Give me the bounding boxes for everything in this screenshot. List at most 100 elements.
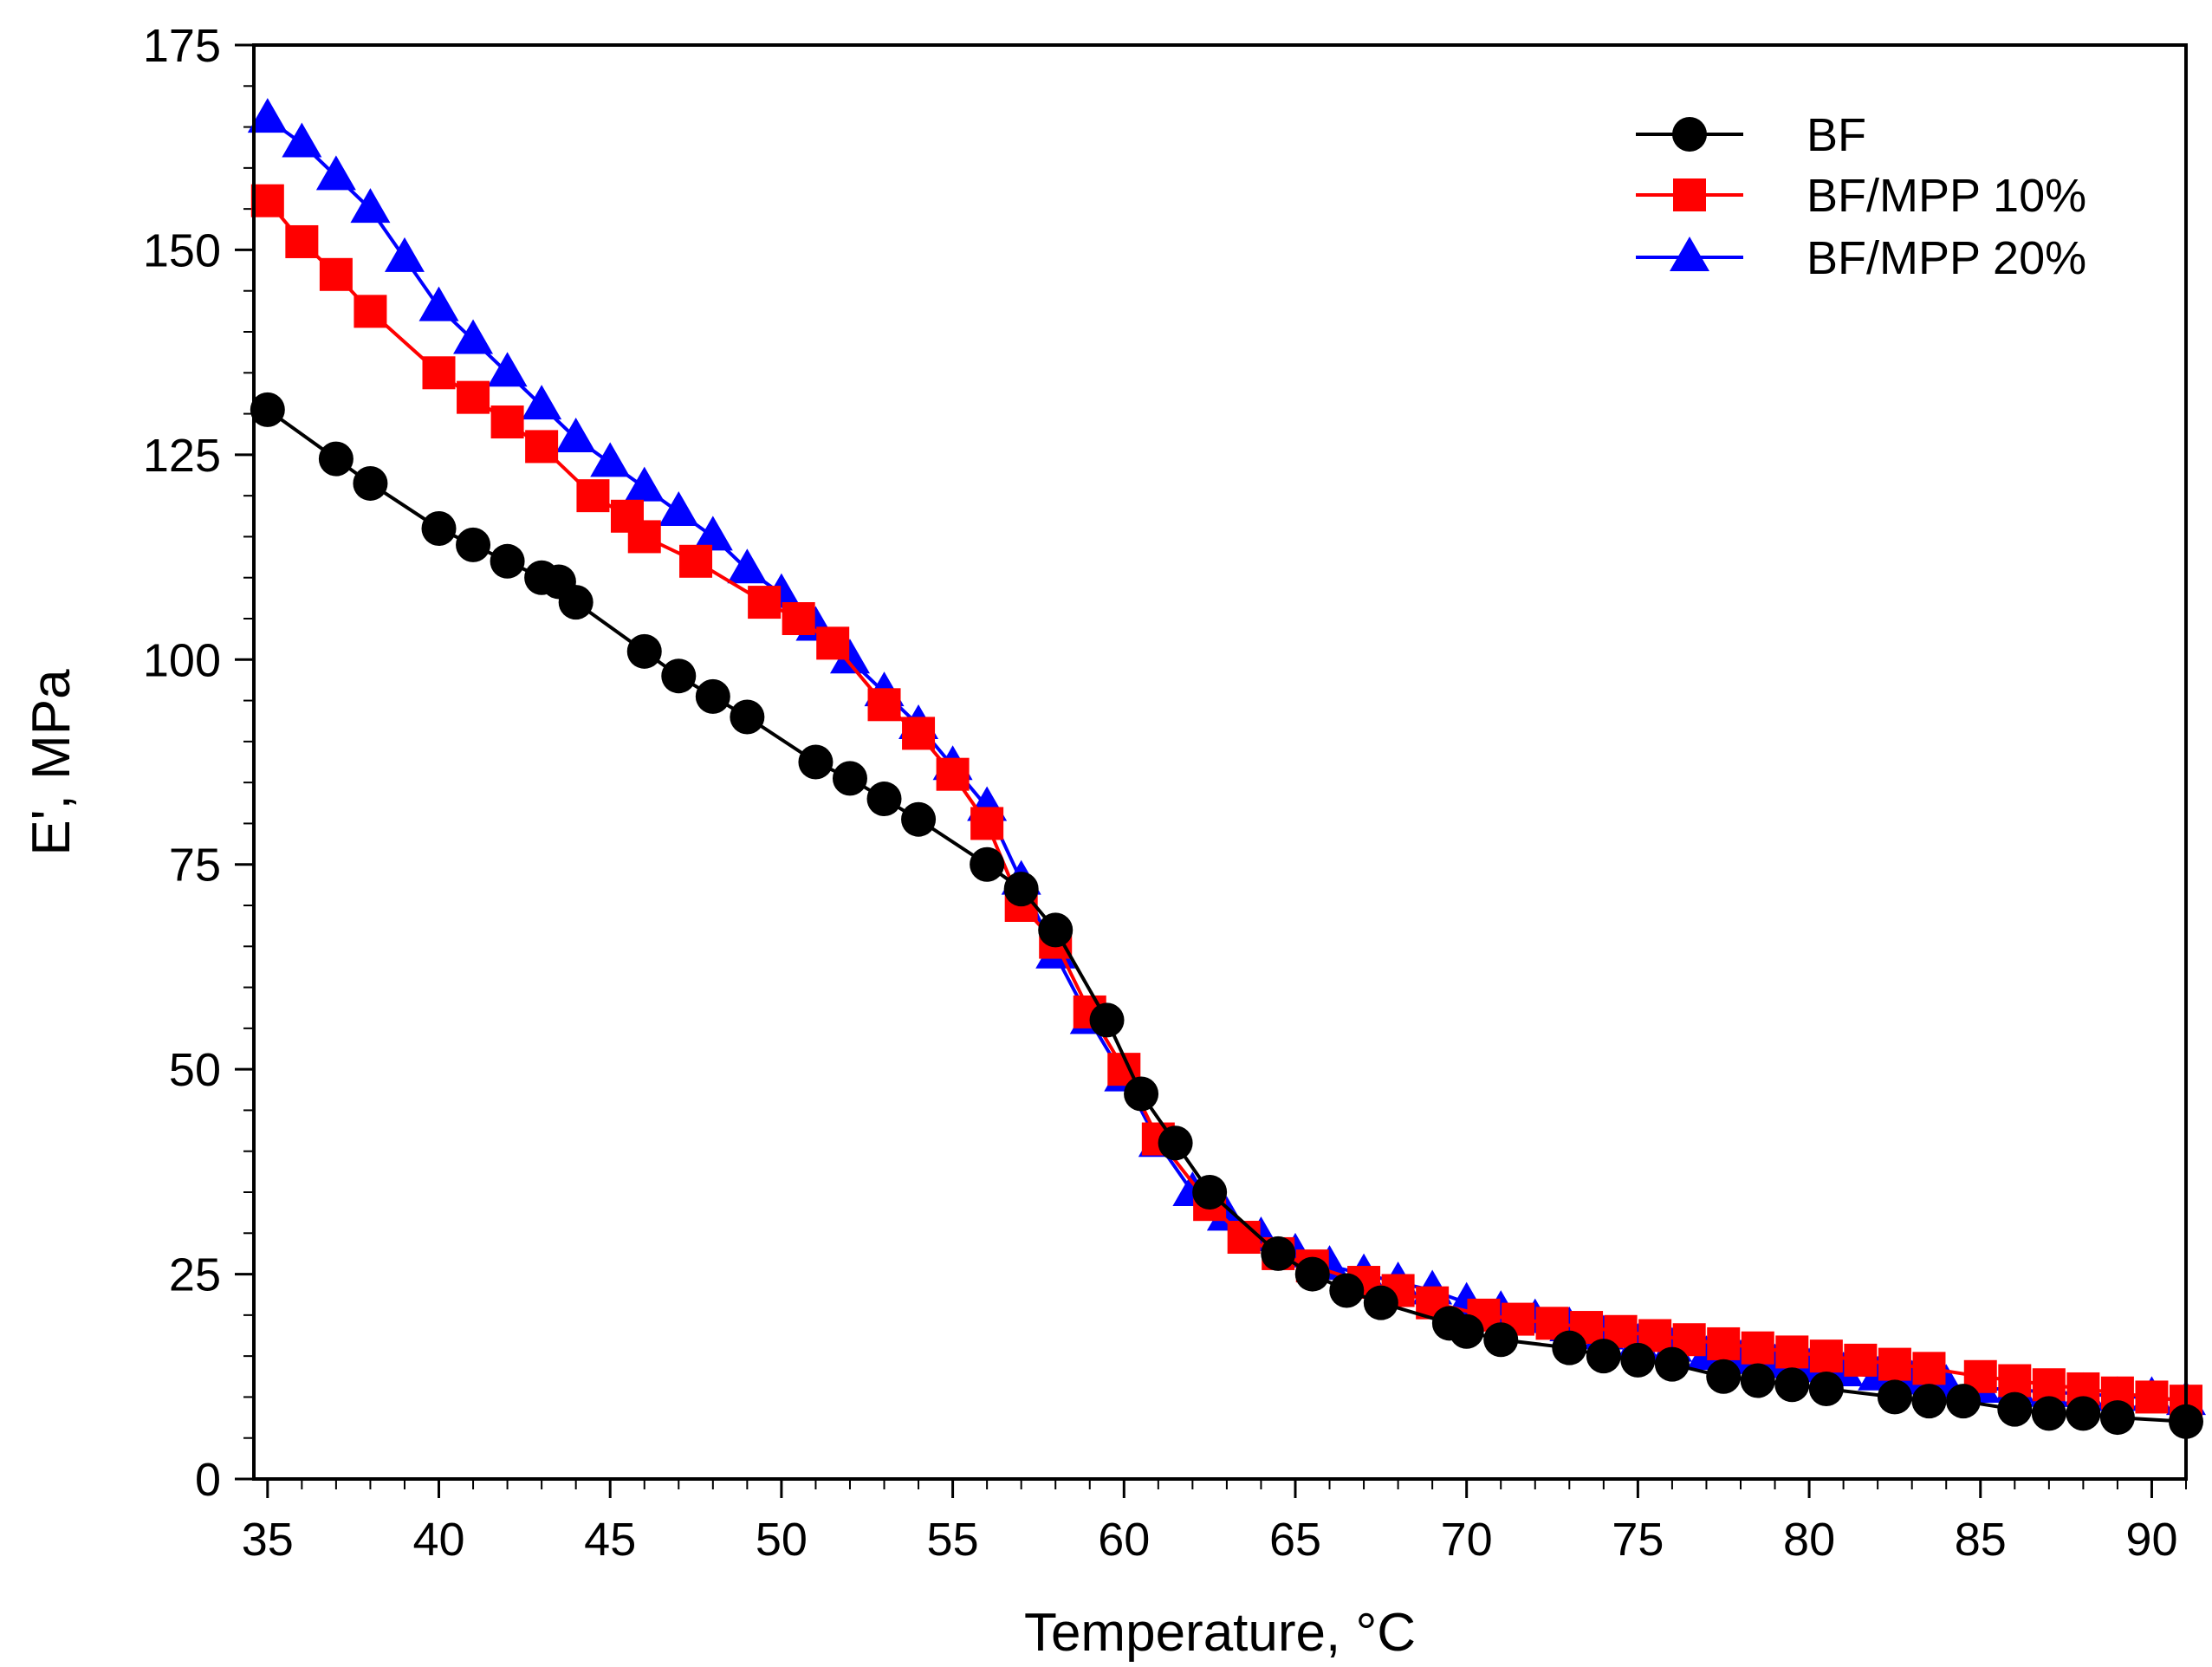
data-point-bf-mpp-10: [285, 224, 319, 258]
data-point-bf-mpp-10: [748, 586, 782, 619]
data-point-bf-mpp-10: [679, 544, 713, 578]
x-tick-labels: 35 40 45 50 55 60 65 70 75 80 85 90: [242, 1514, 2178, 1566]
x-tick-label: 75: [1612, 1514, 1664, 1566]
data-point-bf: [318, 441, 354, 477]
legend-label: BF/MPP 10%: [1807, 170, 2086, 222]
data-point-bf: [1552, 1330, 1587, 1365]
data-point-bf-mpp-10: [970, 807, 1004, 840]
x-tick-label: 65: [1269, 1514, 1321, 1566]
x-tick-label: 70: [1441, 1514, 1493, 1566]
data-point-bf: [1192, 1175, 1228, 1210]
data-point-bf-mpp-20: [555, 417, 596, 452]
plot-frame: [252, 43, 2188, 1481]
data-point-bf-mpp-10: [250, 184, 284, 217]
data-point-bf-mpp-10: [2032, 1368, 2066, 1402]
data-point-bf: [558, 585, 594, 620]
legend-label: BF/MPP 20%: [1807, 232, 2086, 284]
y-tick-label: 0: [195, 1454, 221, 1506]
data-point-bf: [2099, 1400, 2135, 1436]
legend-marker: [1670, 237, 1709, 271]
data-point-bf-mpp-20: [727, 548, 768, 584]
data-point-bf-mpp-10: [902, 717, 936, 750]
series-line-bf-mpp-10: [266, 199, 2187, 1404]
data-point-bf-mpp-10: [1775, 1335, 1809, 1369]
data-point-bf-mpp-20: [315, 155, 356, 191]
data-point-bf: [1808, 1371, 1844, 1406]
x-tick-label: 45: [584, 1514, 636, 1566]
data-point-bf-mpp-10: [1912, 1352, 1946, 1385]
data-point-bf-mpp-10: [867, 688, 901, 722]
data-point-bf: [866, 782, 902, 817]
data-point-bf: [1586, 1339, 1621, 1374]
data-point-bf-mpp-10: [1844, 1343, 1878, 1377]
data-point-bf: [626, 633, 662, 669]
y-tick-label: 25: [169, 1249, 221, 1301]
data-point-bf-mpp-10: [525, 430, 559, 464]
data-point-bf-mpp-20: [487, 352, 528, 387]
data-point-bf-mpp-20: [590, 442, 631, 477]
data-point-bf: [421, 510, 457, 546]
data-point-bf-mpp-20: [692, 516, 733, 551]
y-tick-label: 150: [143, 224, 221, 276]
data-point-bf: [1124, 1076, 1159, 1112]
data-point-bf-mpp-10: [576, 479, 610, 513]
data-point-bf-mpp-10: [1809, 1339, 1843, 1373]
x-tick-label: 55: [927, 1514, 979, 1566]
y-tick-label: 175: [143, 20, 221, 72]
legend: BF BF/MPP 10% BF/MPP 20%: [1636, 109, 2086, 284]
data-point-bf: [1089, 1002, 1125, 1038]
data-point-bf: [1158, 1125, 1193, 1161]
data-point-bf: [1654, 1346, 1690, 1382]
data-point-bf: [1706, 1359, 1742, 1394]
data-point-bf-mpp-10: [354, 295, 387, 328]
x-tick-label: 35: [242, 1514, 294, 1566]
x-tick-label: 80: [1783, 1514, 1835, 1566]
data-point-bf: [1483, 1322, 1519, 1358]
y-tick-label: 100: [143, 634, 221, 686]
data-point-bf-mpp-10: [1998, 1364, 2032, 1398]
axis-ticks: [235, 43, 2187, 1498]
data-point-bf: [1363, 1285, 1398, 1320]
data-point-bf-mpp-20: [522, 385, 562, 420]
legend-item-bf-mpp-10: BF/MPP 10%: [1636, 170, 2086, 222]
data-point-bf-mpp-20: [350, 188, 391, 224]
data-point-bf: [1449, 1313, 1484, 1349]
y-tick-labels: 0 25 50 75 100 125 150 175: [143, 20, 221, 1506]
y-tick-label: 125: [143, 430, 221, 482]
plot-area: [254, 45, 2186, 1479]
data-point-bf: [832, 761, 867, 796]
data-point-bf-mpp-20: [384, 237, 425, 272]
data-point-bf: [250, 392, 285, 427]
data-point-bf: [1620, 1342, 1656, 1378]
data-point-bf-mpp-10: [1878, 1347, 1911, 1381]
data-point-bf-mpp-10: [2135, 1380, 2169, 1414]
series-bf: [250, 392, 2203, 1439]
data-point-bf: [1261, 1236, 1296, 1271]
legend-marker: [1672, 117, 1707, 152]
data-point-bf-mpp-20: [829, 639, 870, 674]
data-point-bf: [695, 678, 730, 714]
data-point-bf: [1774, 1367, 1810, 1403]
data-point-bf-mpp-10: [422, 356, 456, 390]
data-point-bf: [901, 801, 937, 837]
data-point-bf-mpp-10: [1741, 1331, 1774, 1365]
y-tick-label: 75: [169, 840, 221, 892]
data-point-bf-mpp-10: [490, 405, 524, 439]
y-axis-title: E', MPa: [22, 669, 81, 856]
data-point-bf: [1003, 872, 1039, 907]
data-point-bf: [2031, 1396, 2066, 1431]
data-point-bf: [1740, 1363, 1775, 1398]
data-point-bf-mpp-10: [319, 257, 353, 291]
data-point-bf-mpp-20: [658, 491, 699, 527]
y-tick-label: 50: [169, 1044, 221, 1096]
data-point-bf-mpp-20: [247, 98, 288, 133]
data-point-bf-mpp-10: [936, 757, 970, 791]
data-point-bf: [1294, 1256, 1330, 1292]
data-point-bf: [1911, 1384, 1947, 1419]
data-point-bf-mpp-10: [457, 380, 490, 414]
data-point-bf-mpp-10: [627, 520, 661, 554]
data-point-bf: [798, 744, 834, 780]
x-tick-label: 60: [1098, 1514, 1150, 1566]
data-point-bf: [490, 543, 525, 579]
